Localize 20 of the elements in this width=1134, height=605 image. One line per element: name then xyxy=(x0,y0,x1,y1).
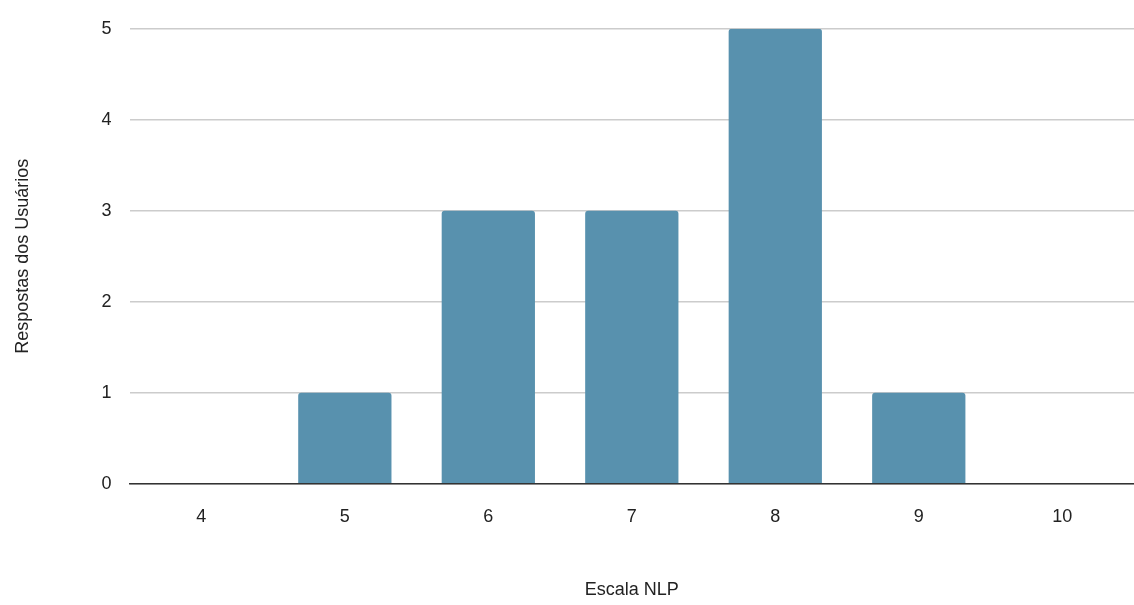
y-tick-label: 5 xyxy=(101,17,112,38)
y-tick-label: 3 xyxy=(101,199,112,220)
x-tick-label: 7 xyxy=(626,505,637,526)
y-tick-label: 0 xyxy=(101,472,112,493)
x-axis-title: Escala NLP xyxy=(584,579,679,600)
y-axis-title: Respostas dos Usuários xyxy=(11,158,32,354)
x-tick-label: 8 xyxy=(770,505,781,526)
bar xyxy=(872,392,966,484)
bar xyxy=(728,28,822,484)
y-tick-label: 1 xyxy=(101,381,112,402)
bar xyxy=(298,392,392,484)
y-tick-label: 2 xyxy=(101,290,112,311)
x-tick-label: 10 xyxy=(1052,505,1073,526)
bar xyxy=(585,210,679,484)
y-tick-label: 4 xyxy=(101,108,112,129)
bar xyxy=(441,210,535,484)
x-tick-label: 4 xyxy=(196,505,207,526)
x-tick-label: 6 xyxy=(483,505,494,526)
x-tick-label: 5 xyxy=(339,505,350,526)
x-tick-label: 9 xyxy=(913,505,924,526)
